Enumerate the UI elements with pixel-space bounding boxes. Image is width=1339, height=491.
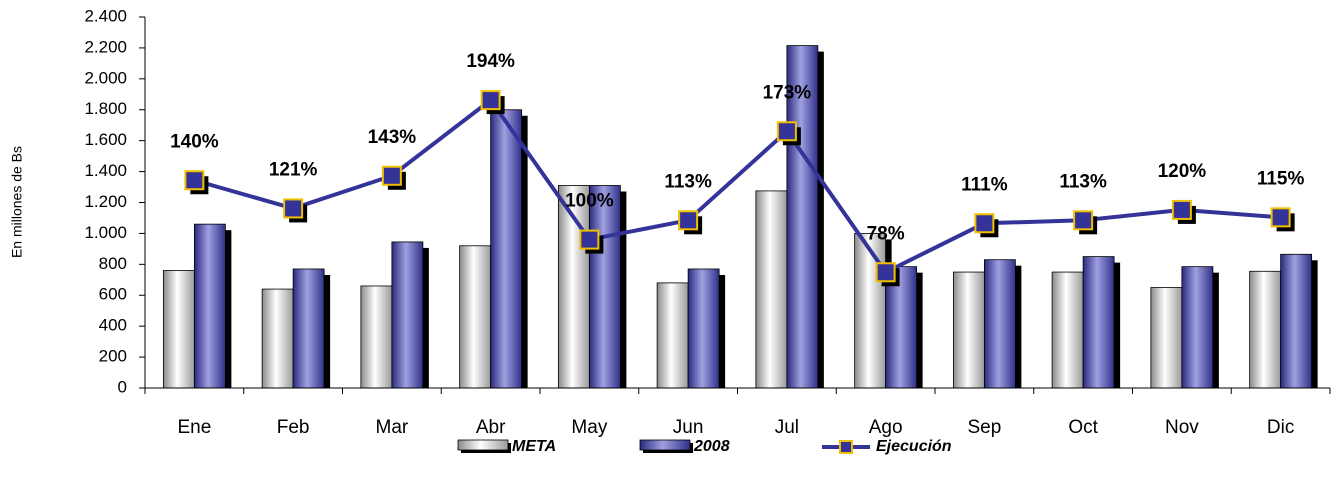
x-tick-label: Mar (376, 417, 409, 438)
marker (1171, 199, 1192, 220)
x-tick-label: Sep (967, 417, 1001, 438)
x-tick-label: Ene (177, 417, 211, 438)
data-label: 100% (565, 191, 614, 212)
marker (1270, 207, 1291, 228)
data-label: 140% (170, 131, 219, 152)
bar (1150, 287, 1183, 389)
data-label: 120% (1158, 161, 1207, 182)
bar (854, 233, 887, 389)
y-axis-label: En millones de Bs (9, 146, 25, 258)
bar (459, 245, 492, 389)
y-tick-label: 800 (99, 254, 127, 273)
marker (875, 262, 896, 283)
marker (480, 90, 501, 111)
y-tick-label: 400 (99, 316, 127, 335)
data-label: 113% (1059, 171, 1107, 192)
data-label: 173% (763, 82, 812, 103)
bar (261, 288, 294, 389)
x-tick-label: Ago (869, 417, 903, 438)
bar (983, 259, 1016, 389)
y-tick-label: 2.400 (84, 6, 127, 25)
y-tick-label: 1.400 (84, 161, 127, 180)
legend-marker (839, 440, 853, 454)
y-tick-label: 200 (99, 347, 127, 366)
marker (579, 229, 600, 250)
bar (162, 270, 195, 389)
bar (588, 185, 621, 389)
bar (786, 45, 819, 389)
y-tick-label: 1.600 (84, 130, 127, 149)
marker (974, 213, 995, 234)
legend-label: 2008 (693, 438, 730, 455)
legend-swatch (457, 439, 509, 451)
marker (381, 165, 402, 186)
bar (490, 109, 523, 389)
y-tick-label: 1.000 (84, 223, 127, 242)
data-label: 111% (961, 174, 1008, 195)
y-tick-label: 2.200 (84, 37, 127, 56)
x-tick-label: Jul (775, 417, 799, 438)
bar (755, 190, 788, 389)
bar (885, 266, 918, 389)
bar (193, 223, 226, 389)
x-tick-label: Oct (1068, 417, 1098, 438)
x-tick-label: Jun (673, 417, 704, 438)
data-label: 194% (466, 51, 515, 72)
bar (1082, 256, 1115, 389)
x-tick-label: Nov (1165, 417, 1199, 438)
bar (1181, 266, 1214, 389)
y-tick-label: 1.800 (84, 99, 127, 118)
marker (184, 170, 205, 191)
y-tick-label: 600 (99, 285, 127, 304)
data-label: 78% (867, 223, 905, 244)
legend-swatch (639, 439, 691, 451)
marker (678, 210, 699, 231)
x-tick-label: Abr (476, 417, 506, 438)
bar (391, 241, 424, 389)
bar (292, 268, 325, 389)
bar (1249, 270, 1282, 389)
data-label: 143% (368, 127, 417, 148)
legend-label: META (512, 438, 556, 455)
x-tick-label: Feb (277, 417, 310, 438)
y-tick-label: 1.200 (84, 192, 127, 211)
x-tick-label: May (571, 417, 607, 438)
marker (776, 121, 797, 142)
bar (952, 271, 985, 389)
y-tick-label: 2.000 (84, 68, 127, 87)
y-tick-label: 0 (118, 377, 127, 396)
bar (656, 282, 689, 389)
line (193, 97, 1281, 275)
marker (283, 198, 304, 219)
data-label: 121% (269, 159, 318, 180)
marker (1073, 210, 1094, 231)
bar (1051, 271, 1084, 389)
bar (360, 285, 393, 389)
x-tick-label: Dic (1267, 417, 1294, 438)
data-label: 113% (664, 171, 712, 192)
data-label: 115% (1257, 168, 1305, 189)
bar (1280, 253, 1313, 389)
legend-label: Ejecución (876, 438, 952, 455)
bar (687, 268, 720, 389)
